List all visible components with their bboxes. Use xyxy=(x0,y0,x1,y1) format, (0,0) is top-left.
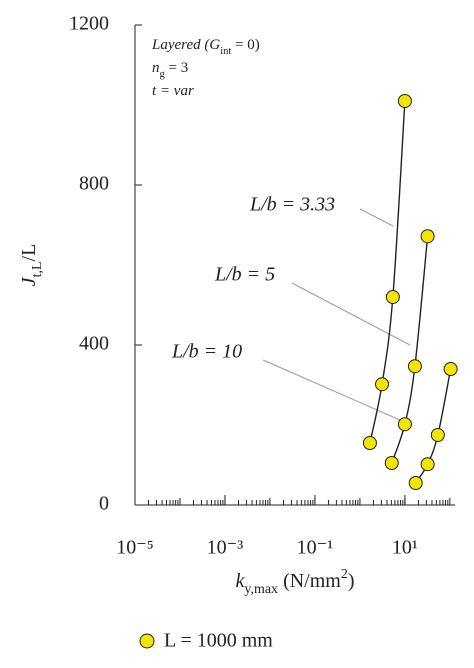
x-axis-label: ky,max (N/mm2) xyxy=(235,567,354,597)
note-line-part: g xyxy=(160,69,166,80)
y-axis-label-part: /L xyxy=(18,244,40,262)
note-line: ng = 3 xyxy=(152,60,188,79)
note-line-part: = 3 xyxy=(165,60,188,76)
note-line: Layered (Gint = 0) xyxy=(151,37,260,56)
point xyxy=(430,428,445,442)
point xyxy=(385,290,400,304)
point xyxy=(407,359,422,374)
y-axis-label-part: J xyxy=(18,276,40,286)
leader-line xyxy=(359,208,394,227)
y-tick-label: 1200 xyxy=(69,13,109,35)
series-label: L/b = 10 xyxy=(171,341,242,363)
point xyxy=(420,229,435,244)
x-tick-label: 10¹ xyxy=(392,537,418,559)
curve xyxy=(415,368,452,484)
y-tick-label: 0 xyxy=(99,493,109,515)
legend-marker xyxy=(139,633,155,649)
y-tick-label: 400 xyxy=(79,333,109,355)
note-line-part: n xyxy=(152,60,160,76)
point xyxy=(397,94,412,108)
x-tick-label: 10⁻¹ xyxy=(297,537,334,559)
note-line-part: = 0) xyxy=(231,37,259,53)
curve xyxy=(369,100,406,444)
note-line-part: t = var xyxy=(152,83,194,99)
note-line-part: int xyxy=(220,46,231,57)
series-label: L/b = 3.33 xyxy=(249,194,335,216)
y-axis-label: Jt,L/L xyxy=(18,244,45,287)
x-axis-label-part: ) xyxy=(348,570,355,592)
point xyxy=(384,456,399,470)
note-line: t = var xyxy=(152,83,194,99)
x-axis-label-part: y,max xyxy=(244,582,278,597)
x-tick-label: 10⁻⁵ xyxy=(116,537,154,559)
note-line-part: Layered (G xyxy=(151,37,220,53)
y-axis-label-part: t,L xyxy=(30,261,45,277)
series-label: L/b = 5 xyxy=(214,264,275,286)
leader-line xyxy=(291,282,411,346)
point xyxy=(420,457,435,472)
curve xyxy=(391,236,429,464)
x-axis-label-part: (N/mm xyxy=(278,570,341,592)
x-axis-label-part: 2 xyxy=(341,567,348,582)
legend-label: L = 1000 mm xyxy=(164,630,273,652)
point xyxy=(362,436,377,450)
x-axis-label-part: k xyxy=(235,570,245,592)
point xyxy=(397,417,412,432)
y-tick-label: 800 xyxy=(79,173,109,195)
point xyxy=(375,377,390,392)
point xyxy=(408,476,423,490)
x-tick-label: 10⁻³ xyxy=(207,537,244,559)
point xyxy=(443,362,458,376)
